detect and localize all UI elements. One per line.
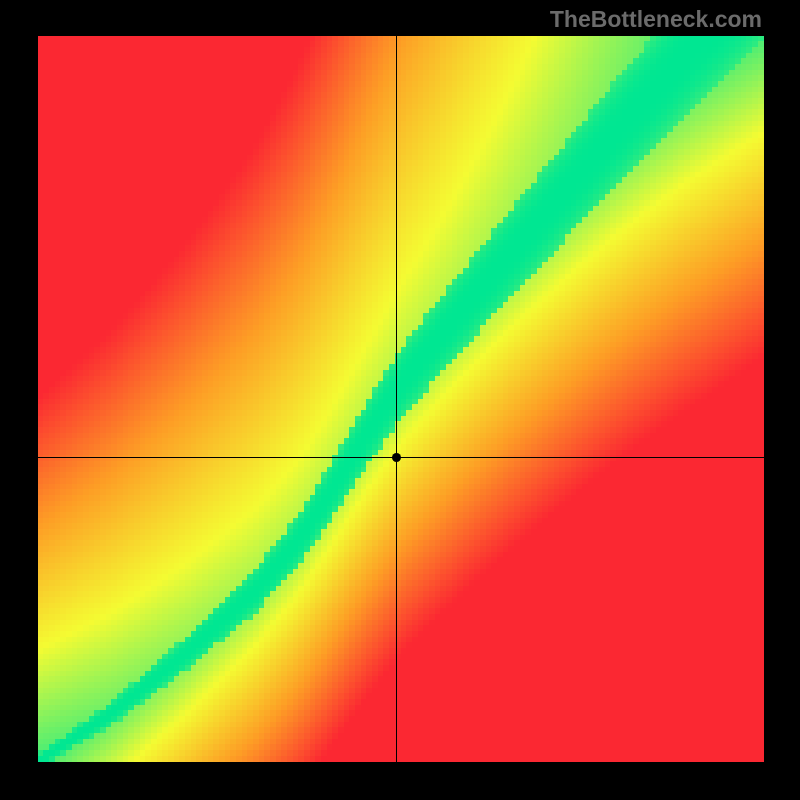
- watermark-text: TheBottleneck.com: [550, 6, 762, 33]
- heatmap-canvas: [38, 36, 764, 762]
- chart-container: TheBottleneck.com: [0, 0, 800, 800]
